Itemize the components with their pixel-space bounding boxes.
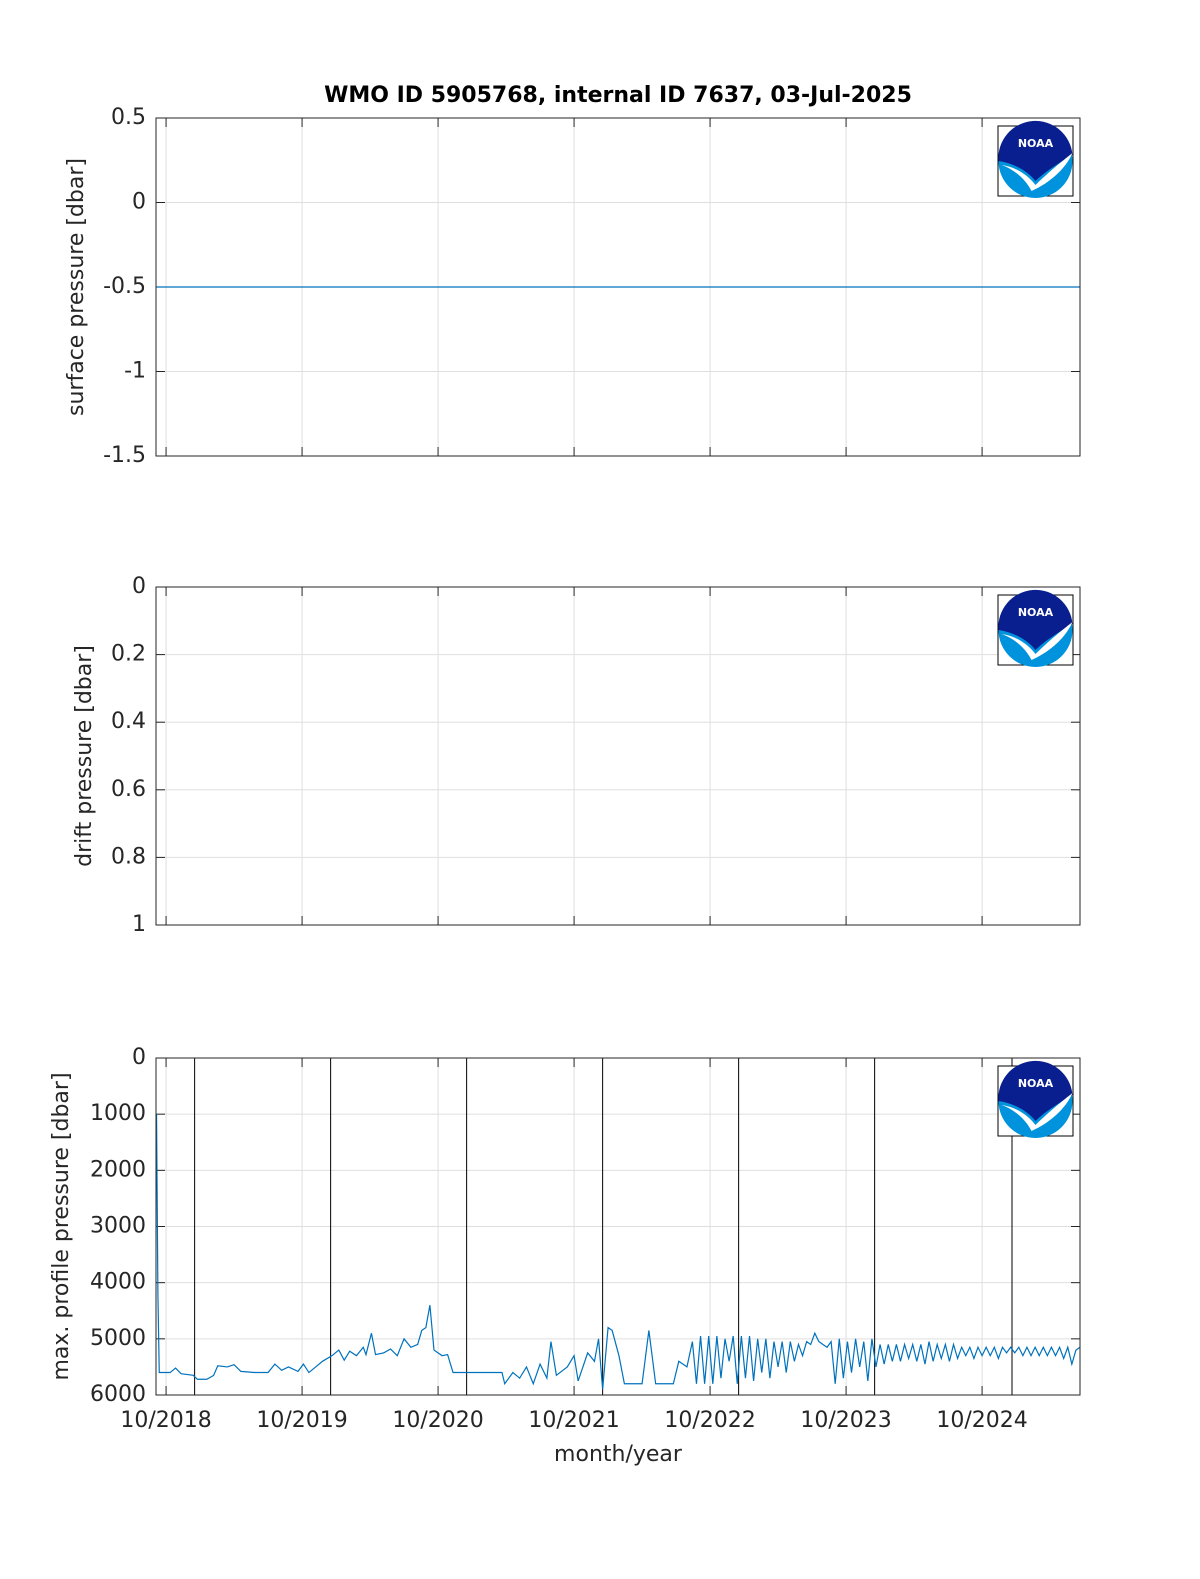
y-tick-label: 6000 [90,1382,146,1407]
y-tick-label: 0.2 [111,642,146,667]
y-tick-label: 2000 [90,1157,146,1182]
y-tick-label: 4000 [90,1270,146,1295]
x-tick-label: 10/2018 [120,1408,211,1433]
y-tick-label: 1000 [90,1101,146,1126]
x-axis-label: month/year [554,1442,683,1467]
y-tick-label: -1 [124,359,146,384]
y-axis-label: max. profile pressure [dbar] [49,1072,74,1380]
y-tick-label: 0 [132,574,146,599]
axes-box [155,586,1081,926]
logo-sky [998,589,1073,650]
noaa-logo: NOAA [997,1060,1074,1138]
logo-gull [1001,1093,1073,1131]
y-tick-label: 1 [132,912,146,937]
logo-text: NOAA [1018,606,1054,619]
y-tick-label: 5000 [90,1326,146,1351]
y-tick-label: 3000 [90,1214,146,1239]
x-tick-label: 10/2024 [936,1408,1027,1433]
logo-gull [1001,622,1073,660]
axes-box [155,117,1081,457]
axes-box [155,1057,1081,1396]
y-tick-label: 0.6 [111,777,146,802]
x-tick-label: 10/2021 [528,1408,619,1433]
noaa-logo: NOAA [997,120,1074,198]
chart-title: WMO ID 5905768, internal ID 7637, 03-Jul… [324,83,912,108]
y-tick-label: 0.8 [111,844,146,869]
data-line [155,1114,1081,1390]
axes-bg [156,587,1080,925]
y-tick-label: -1.5 [103,443,146,468]
y-tick-label: 0.4 [111,709,146,734]
y-tick-label: -0.5 [103,274,146,299]
y-tick-label: 0 [132,190,146,215]
logo-sky [998,1060,1073,1121]
logo-text: NOAA [1018,137,1054,150]
y-axis-label: surface pressure [dbar] [64,158,89,416]
logo-text: NOAA [1018,1077,1054,1090]
x-tick-label: 10/2022 [664,1408,755,1433]
noaa-logo: NOAA [997,589,1074,667]
x-tick-label: 10/2023 [800,1408,891,1433]
y-axis-label: drift pressure [dbar] [72,645,97,867]
x-tick-label: 10/2020 [392,1408,483,1433]
y-tick-label: 0.5 [111,105,146,130]
x-tick-label: 10/2019 [256,1408,347,1433]
logo-sky [998,120,1073,181]
y-tick-label: 0 [132,1045,146,1070]
logo-gull [1001,153,1073,191]
